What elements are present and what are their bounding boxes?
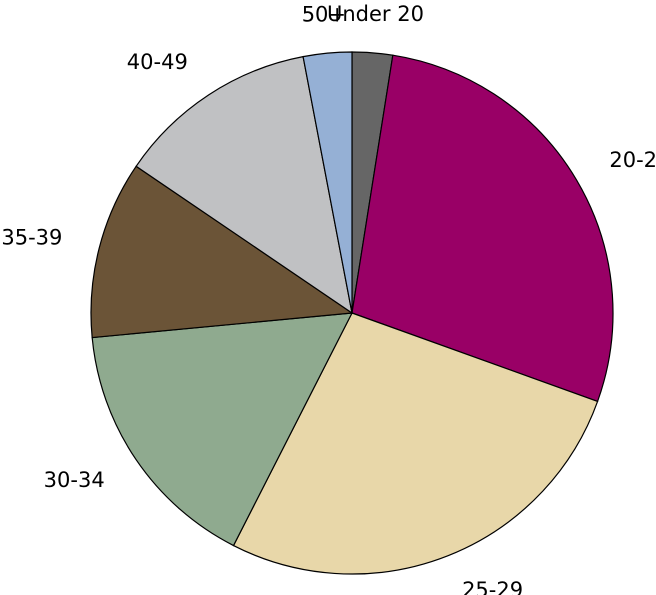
slice-label-25-29: 25-29 [462,578,523,595]
pie-slice-30-34 [91,312,354,547]
pie-slice-20-24 [351,54,614,403]
pie-slices [90,51,614,575]
pie-slice-25-29 [232,312,599,575]
slice-label-50: 50+ [302,2,346,26]
slice-label-30-34: 30-34 [44,468,105,492]
slice-label-35-39: 35-39 [1,226,62,250]
pie-slice-50 [302,51,353,314]
pie-slice-35-39 [90,165,354,339]
pie-slice-40-49 [135,55,353,315]
slice-label-40-49: 40-49 [127,50,188,74]
slice-label-under-20: Under 20 [327,2,424,26]
slice-label-20-24: 20-24 [609,148,656,172]
